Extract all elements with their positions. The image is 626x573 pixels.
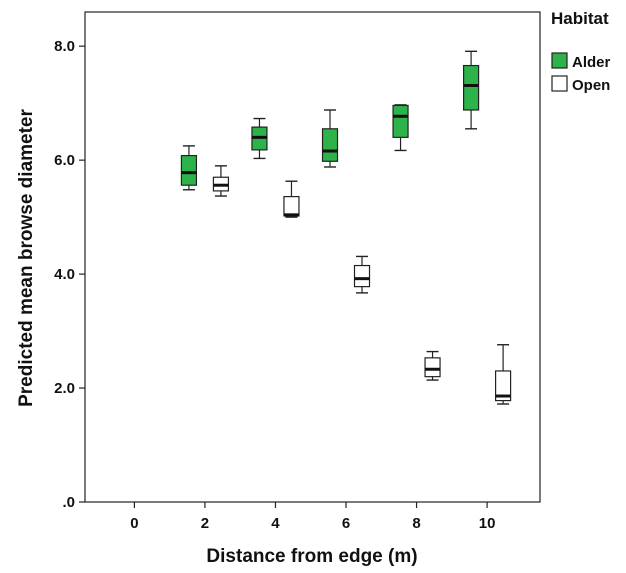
x-tick-label: 0 xyxy=(130,515,138,532)
plot-frame xyxy=(84,11,541,503)
box-alder-x2 xyxy=(180,145,198,191)
box-alder-x10 xyxy=(462,50,480,130)
box-alder-x4 xyxy=(251,117,268,160)
box-iqr xyxy=(424,357,441,378)
legend-label-alder: Alder xyxy=(572,54,611,71)
x-tick-label: 4 xyxy=(271,515,280,532)
box-iqr xyxy=(321,128,339,162)
box-open-x10 xyxy=(494,344,512,405)
series-alder xyxy=(180,50,480,191)
y-axis-ticks: .0 2.0 4.0 6.0 8.0 xyxy=(54,38,85,511)
x-tick-label: 6 xyxy=(342,515,350,532)
box-iqr xyxy=(392,104,409,138)
y-tick-label: 2.0 xyxy=(54,380,75,397)
box-open-x6 xyxy=(353,255,371,294)
box-alder-x6 xyxy=(321,109,339,168)
box-open-x2 xyxy=(212,165,230,197)
series-open xyxy=(212,165,512,405)
legend-swatch-alder xyxy=(551,52,568,69)
box-series xyxy=(180,50,512,405)
x-tick-label: 10 xyxy=(479,515,496,532)
box-iqr xyxy=(462,64,480,111)
y-tick-label: 8.0 xyxy=(54,38,75,55)
legend-title: Habitat xyxy=(551,9,609,28)
x-tick-label: 2 xyxy=(201,515,209,532)
x-axis-title: Distance from edge (m) xyxy=(206,546,417,567)
y-tick-label: 6.0 xyxy=(54,152,75,169)
y-tick-label: 4.0 xyxy=(54,266,75,283)
box-iqr xyxy=(283,196,300,217)
box-iqr xyxy=(494,370,512,402)
y-tick-label: .0 xyxy=(62,494,75,511)
box-open-x4 xyxy=(283,180,300,218)
legend: Habitat Alder Open xyxy=(551,9,611,94)
x-axis-ticks: 0 2 4 6 8 10 xyxy=(130,502,495,532)
legend-swatch-open xyxy=(551,75,568,92)
x-tick-label: 8 xyxy=(412,515,420,532)
y-axis-title: Predicted mean browse diameter xyxy=(16,109,37,407)
legend-label-open: Open xyxy=(572,77,610,94)
box-iqr xyxy=(180,154,198,186)
box-open-x8 xyxy=(424,350,441,381)
box-iqr xyxy=(353,264,371,288)
box-alder-x8 xyxy=(392,104,409,152)
